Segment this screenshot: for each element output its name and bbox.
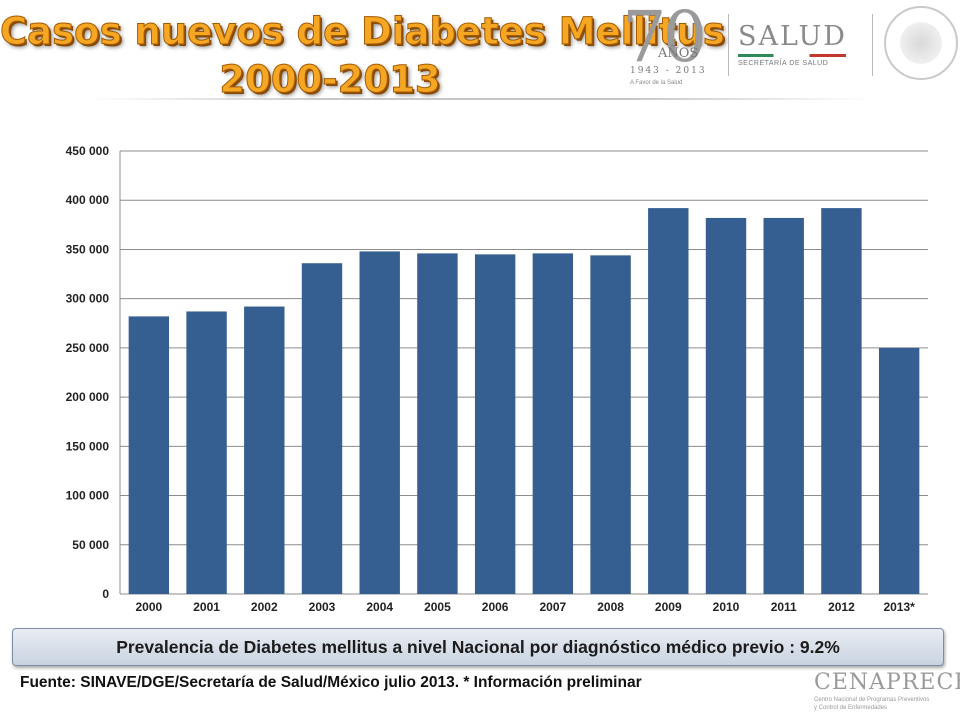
title-line-1: Casos nuevos de Diabetes Mellitus xyxy=(0,10,725,54)
bar xyxy=(532,253,574,595)
y-tick-label: 300 000 xyxy=(66,292,110,306)
x-tick-label: 2004 xyxy=(366,600,393,614)
x-tick-label: 2009 xyxy=(655,600,682,614)
logo-divider xyxy=(728,14,729,76)
salud-logo: SALUD SECRETARÍA DE SALUD xyxy=(738,22,858,67)
salud-subtitle: SECRETARÍA DE SALUD xyxy=(738,60,829,67)
bar xyxy=(590,255,631,594)
y-tick-label: 200 000 xyxy=(66,390,110,404)
chart: 0 50 000 100 000 150 000 200 000 250 000 300 0… xyxy=(66,144,928,614)
header-divider xyxy=(90,98,870,100)
source-note: Fuente: SINAVE/DGE/Secretaría de Salud/M… xyxy=(20,674,642,691)
y-tick-label: 250 000 xyxy=(66,341,110,355)
y-tick-label: 400 000 xyxy=(66,193,110,207)
y-tick-label: 450 000 xyxy=(66,144,110,158)
y-axis-ticks: 0 50 000 100 000 150 000 200 000 250 000 300 0… xyxy=(66,144,110,601)
prevalence-banner: Prevalencia de Diabetes mellitus a nivel… xyxy=(12,628,944,666)
bar xyxy=(763,217,804,595)
bars xyxy=(128,208,920,595)
title-line-2: 2000-2013 xyxy=(219,58,441,102)
x-tick-label: 2013* xyxy=(883,600,915,614)
salud-flag-bar xyxy=(738,54,846,57)
bar xyxy=(417,253,458,595)
bar xyxy=(705,217,747,595)
bar xyxy=(474,254,516,594)
logo-divider xyxy=(872,14,873,76)
national-seal-icon xyxy=(884,6,958,80)
y-tick-label: 150 000 xyxy=(66,439,110,453)
cenaprece-logo: CENAPRECE Centro Nacional de Programas P… xyxy=(814,670,960,712)
bar xyxy=(244,306,285,594)
bar xyxy=(878,347,920,594)
x-tick-label: 2002 xyxy=(251,600,278,614)
anniversary-number: 70 xyxy=(622,0,707,78)
x-tick-label: 2011 xyxy=(771,600,797,614)
bar xyxy=(186,311,227,594)
chart-title: Casos nuevos de Diabetes Mellitus 2000-2… xyxy=(0,8,725,104)
gridlines xyxy=(119,150,928,595)
x-tick-label: 2001 xyxy=(193,600,220,614)
x-tick-label: 2012 xyxy=(828,600,855,614)
anniversary-motto: A Favor de la Salud xyxy=(630,80,683,86)
y-tick-label: 100 000 xyxy=(66,489,110,503)
x-tick-label: 2010 xyxy=(713,600,740,614)
cenaprece-line-2: y Control de Enfermedades xyxy=(814,705,888,711)
cenaprece-word: CENAPRECE xyxy=(814,670,960,695)
y-tick-label: 0 xyxy=(102,587,109,601)
bar xyxy=(821,208,862,594)
x-tick-label: 2005 xyxy=(424,600,451,614)
bar xyxy=(359,251,400,594)
y-tick-label: 50 000 xyxy=(72,538,109,552)
x-tick-label: 2006 xyxy=(482,600,509,614)
x-axis-ticks: 2000 2001 2002 2003 2004 2005 2006 2007 2008 2009… xyxy=(136,600,916,614)
anniversary-logo: 70 AÑOS 1943 - 2013 A Favor de la Salud xyxy=(622,0,722,90)
y-tick-label: 350 000 xyxy=(66,242,110,256)
x-tick-label: 2008 xyxy=(597,600,624,614)
x-tick-label: 2000 xyxy=(136,600,163,614)
seal-emblem xyxy=(900,22,942,64)
bar xyxy=(128,316,170,594)
x-tick-label: 2003 xyxy=(309,600,336,614)
salud-word: SALUD xyxy=(738,21,847,52)
bar-chart: 0 50 000 100 000 150 000 200 000 250 000 300 0… xyxy=(66,144,928,614)
cenaprece-line-1: Centro Nacional de Programas Preventivos xyxy=(814,697,930,703)
x-tick-label: 2007 xyxy=(540,600,567,614)
bar xyxy=(301,263,343,594)
anniversary-years: 1943 - 2013 xyxy=(630,66,707,76)
bar xyxy=(648,208,689,594)
anniversary-word: AÑOS xyxy=(658,46,699,61)
